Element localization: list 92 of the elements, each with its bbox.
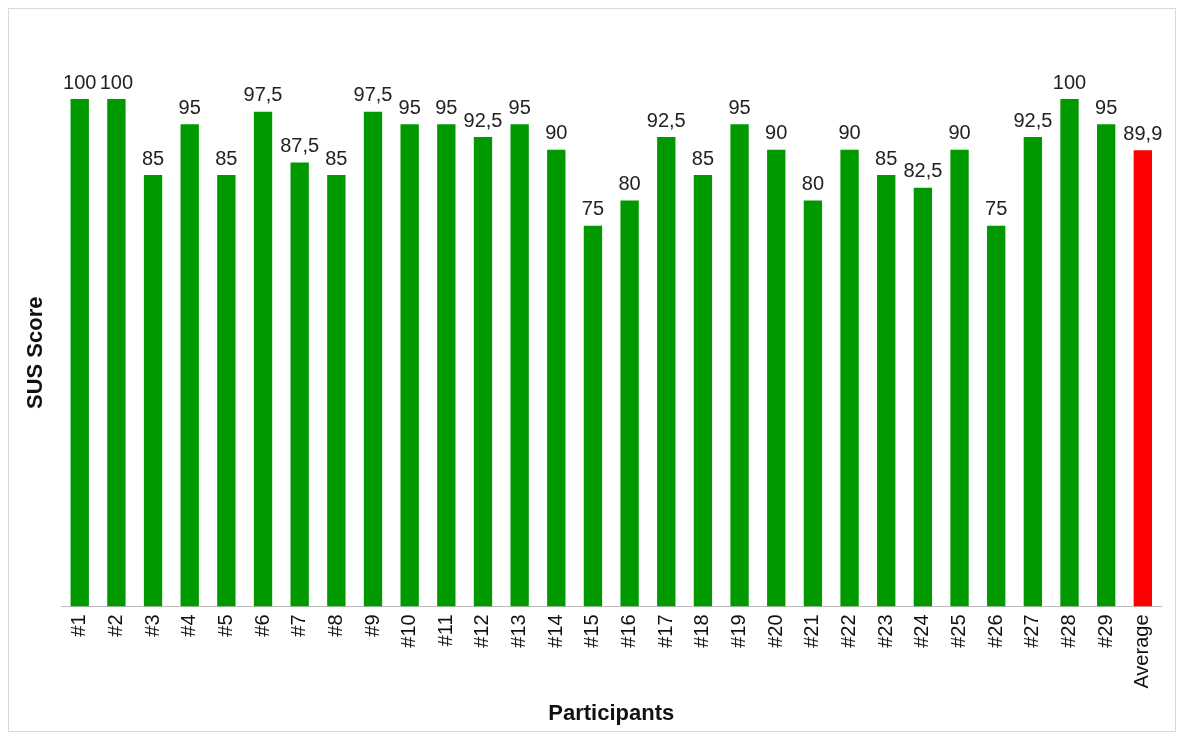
bar	[1060, 99, 1079, 607]
bar	[950, 149, 969, 607]
x-tick-label: #16	[617, 614, 640, 648]
data-label: 80	[801, 172, 825, 195]
x-tick-label: #1	[67, 614, 90, 637]
data-label: 80	[618, 172, 641, 195]
data-label: 92,5	[1013, 108, 1053, 131]
bar	[180, 124, 199, 607]
x-tick-label: #17	[653, 614, 676, 648]
bar	[1023, 137, 1043, 607]
data-label: 85	[875, 146, 898, 169]
data-label: 85	[325, 146, 348, 169]
x-tick-label: #2	[103, 614, 126, 637]
bar	[1097, 124, 1116, 607]
data-label: 95	[508, 95, 531, 118]
x-tick-label: #14	[543, 614, 566, 648]
data-label: 100	[1052, 70, 1087, 93]
bar	[217, 175, 236, 607]
data-label: 87,5	[280, 133, 320, 156]
data-label: 85	[691, 146, 715, 169]
data-label: 97,5	[353, 83, 393, 106]
bar	[70, 99, 89, 607]
x-tick-label: #4	[177, 614, 200, 637]
data-label: 95	[728, 95, 751, 118]
bar	[1133, 150, 1152, 607]
x-tick-label: #23	[873, 614, 896, 648]
y-axis-title: SUS Score	[22, 296, 48, 409]
data-label: 90	[838, 121, 861, 144]
bar	[510, 124, 529, 607]
x-tick-label: #13	[507, 614, 530, 648]
x-tick-label: #25	[947, 614, 970, 648]
bar	[547, 149, 566, 607]
bar	[730, 124, 749, 607]
data-label: 92,5	[646, 108, 686, 131]
bar	[620, 200, 639, 607]
data-label: 85	[141, 146, 165, 169]
x-tick-label: #15	[580, 614, 603, 648]
data-label: 95	[1095, 95, 1118, 118]
x-tick-label: #12	[470, 614, 493, 648]
x-tick-label: #22	[837, 614, 860, 648]
bar	[767, 149, 786, 607]
data-label: 89,9	[1123, 121, 1163, 144]
bar	[987, 225, 1006, 607]
data-label: 90	[545, 121, 568, 144]
bar	[913, 187, 933, 607]
bar	[877, 175, 896, 607]
x-tick-label: #7	[287, 614, 310, 637]
x-tick-label: #29	[1093, 614, 1116, 648]
data-label: 85	[215, 146, 238, 169]
bar	[327, 175, 346, 607]
x-tick-label: #20	[763, 614, 786, 648]
bar	[437, 124, 456, 607]
x-tick-label: #9	[360, 614, 383, 637]
data-label: 100	[63, 70, 97, 93]
bar	[473, 137, 493, 607]
x-tick-label: #21	[800, 614, 823, 648]
x-tick-label: Average	[1130, 614, 1153, 689]
x-tick-label: #28	[1057, 614, 1080, 648]
x-tick-label: #24	[910, 614, 933, 648]
x-axis-title: Participants	[548, 699, 675, 725]
x-tick-label: #3	[140, 614, 163, 637]
bar	[363, 111, 383, 607]
bar	[693, 175, 713, 607]
x-tick-label: #11	[433, 614, 456, 647]
x-tick-label: #26	[983, 614, 1006, 648]
data-label: 75	[581, 197, 605, 220]
data-label: 92,5	[463, 108, 503, 131]
bar	[840, 149, 859, 607]
bar	[657, 137, 676, 607]
x-tick-label: #6	[250, 614, 273, 637]
x-tick-label: #8	[323, 614, 346, 637]
x-tick-label: #19	[727, 614, 750, 648]
data-label: 75	[985, 197, 1008, 220]
data-label: 82,5	[903, 159, 943, 182]
data-label: 90	[948, 121, 971, 144]
data-label: 97,5	[243, 83, 283, 106]
data-label: 95	[178, 95, 201, 118]
bar	[400, 124, 419, 607]
bar	[583, 225, 603, 607]
x-tick-label: #18	[690, 614, 713, 648]
data-label: 90	[765, 121, 788, 144]
data-label: 100	[99, 70, 134, 93]
bar	[290, 162, 309, 607]
x-tick-label: #10	[397, 614, 420, 648]
bar	[253, 111, 273, 607]
bar	[803, 200, 823, 607]
x-tick-label: #27	[1020, 614, 1043, 648]
x-tick-label: #5	[213, 614, 236, 637]
data-label: 95	[435, 95, 458, 118]
data-label: 95	[398, 95, 421, 118]
bar	[107, 99, 126, 607]
bar	[143, 175, 163, 607]
